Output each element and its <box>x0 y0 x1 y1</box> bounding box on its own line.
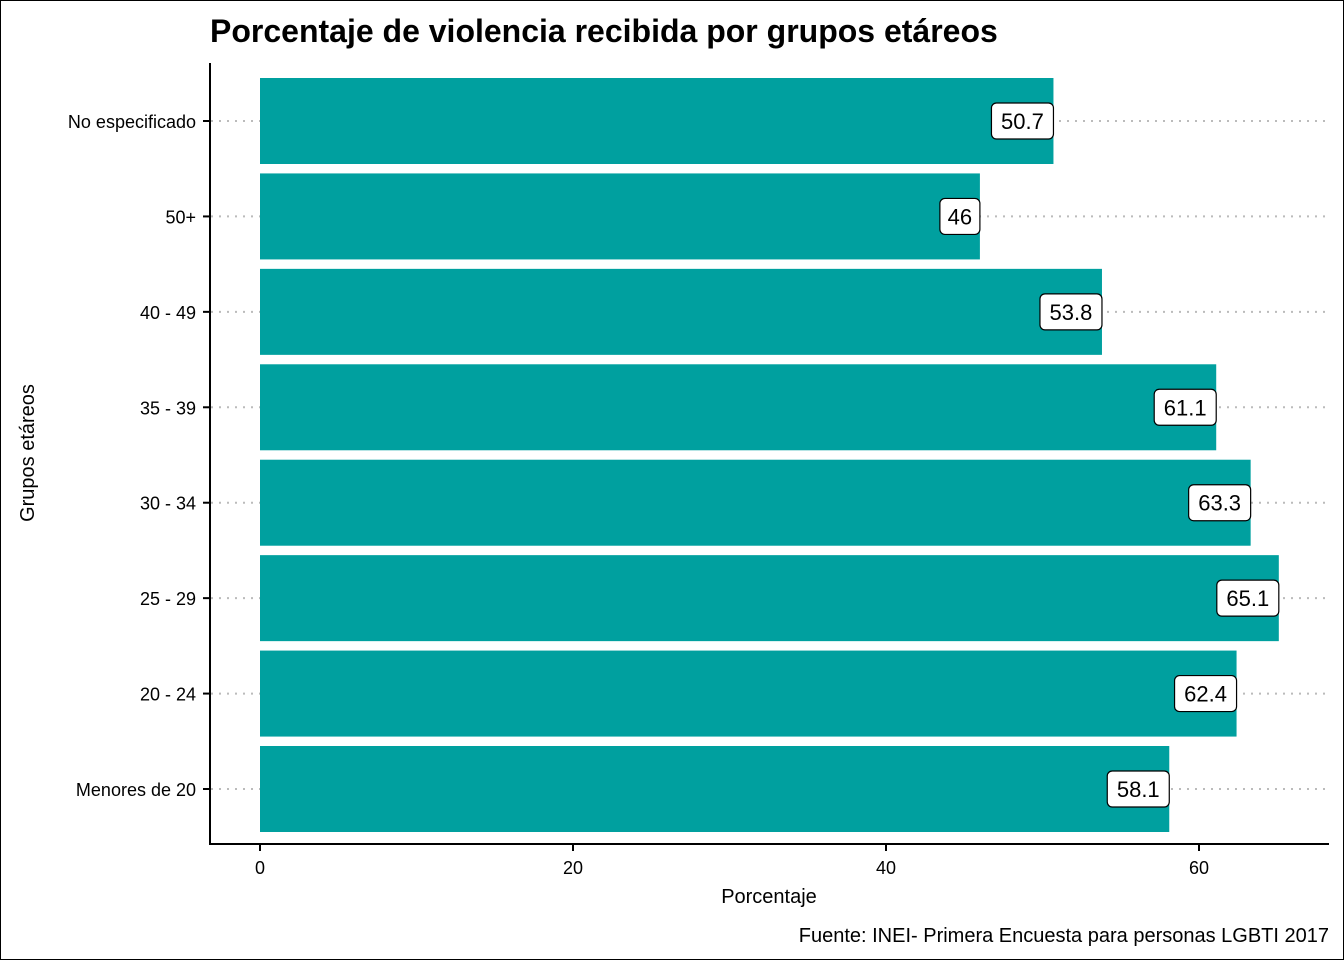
data-label: 63.3 <box>1198 491 1241 516</box>
y-tick-label: 30 - 34 <box>140 494 196 514</box>
data-label: 61.1 <box>1164 395 1207 420</box>
data-label: 65.1 <box>1226 586 1269 611</box>
data-label-box <box>1216 579 1280 617</box>
bar <box>260 746 1170 832</box>
y-tick-label: 35 - 39 <box>140 398 196 418</box>
bar <box>260 650 1237 737</box>
y-tick-label: 20 - 24 <box>140 685 196 705</box>
bar <box>260 364 1217 451</box>
data-label-box <box>990 102 1055 140</box>
y-tick-label: 50+ <box>165 207 196 227</box>
data-label: 58.1 <box>1117 777 1160 802</box>
data-label: 50.7 <box>1001 109 1044 134</box>
x-tick-label: 40 <box>876 858 896 878</box>
y-tick-label: No especificado <box>68 112 196 132</box>
data-label-box <box>1173 674 1238 713</box>
y-tick-label: 25 - 29 <box>140 589 196 609</box>
bar <box>260 459 1251 546</box>
x-tick-label: 0 <box>255 858 265 878</box>
data-label: 62.4 <box>1184 682 1227 707</box>
data-label-box <box>1188 484 1252 522</box>
x-tick-label: 20 <box>563 858 583 878</box>
bar <box>260 78 1054 164</box>
bar <box>260 268 1102 355</box>
data-label: 53.8 <box>1050 300 1093 325</box>
data-label-box <box>1153 388 1217 426</box>
chart-title: Porcentaje de violencia recibida por gru… <box>210 13 998 49</box>
y-tick-label: 40 - 49 <box>140 303 196 323</box>
chart-caption: Fuente: INEI- Primera Encuesta para pers… <box>799 925 1329 947</box>
data-label: 46 <box>948 204 972 229</box>
data-label-box <box>1106 770 1170 808</box>
x-tick-label: 60 <box>1189 858 1209 878</box>
data-label-box <box>939 197 981 236</box>
data-label-box <box>1039 293 1103 331</box>
bar <box>260 555 1279 642</box>
y-axis-label: Grupos etáreos <box>17 384 39 522</box>
bar <box>260 173 980 260</box>
y-tick-label: Menores de 20 <box>76 780 196 800</box>
x-axis-label: Porcentaje <box>721 886 817 908</box>
